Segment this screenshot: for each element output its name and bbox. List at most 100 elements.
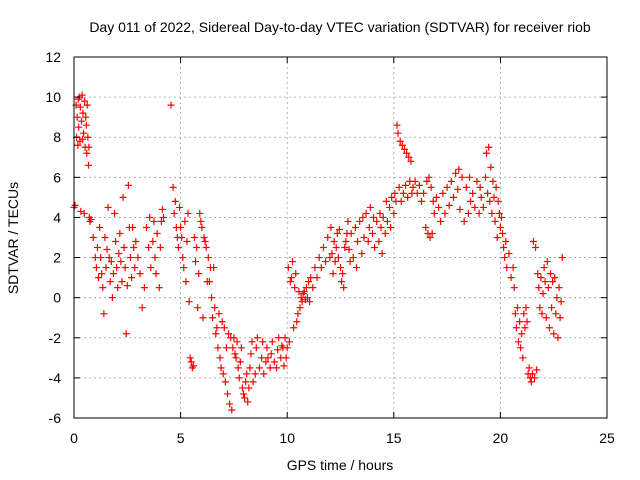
data-point xyxy=(558,254,566,262)
data-point xyxy=(520,310,528,318)
data-point xyxy=(331,258,339,266)
data-point xyxy=(397,197,405,205)
data-point xyxy=(79,109,87,117)
data-point xyxy=(330,238,338,246)
data-point xyxy=(242,378,250,386)
data-point xyxy=(176,203,184,211)
data-point xyxy=(219,370,227,378)
data-point xyxy=(287,274,295,282)
data-point xyxy=(78,91,86,99)
data-point xyxy=(248,338,256,346)
data-point xyxy=(134,254,142,262)
data-point xyxy=(230,334,238,342)
data-point xyxy=(167,101,175,109)
data-point xyxy=(156,244,164,252)
data-point xyxy=(525,364,533,372)
data-point xyxy=(131,264,139,272)
data-point xyxy=(171,197,179,205)
data-point xyxy=(275,334,283,342)
data-point xyxy=(502,238,510,246)
data-point xyxy=(531,374,539,382)
data-point xyxy=(510,284,518,292)
data-point xyxy=(455,165,463,173)
data-point xyxy=(118,278,126,286)
data-point xyxy=(225,330,233,338)
data-point xyxy=(485,143,493,151)
data-point xyxy=(354,238,362,246)
data-point xyxy=(180,264,188,272)
data-point xyxy=(140,284,148,292)
data-point xyxy=(107,258,115,266)
data-point xyxy=(340,284,348,292)
data-point xyxy=(145,244,153,252)
data-point xyxy=(196,209,204,217)
data-point xyxy=(222,344,230,352)
data-point xyxy=(477,193,485,201)
data-point xyxy=(471,203,479,211)
data-point xyxy=(429,197,437,205)
data-point xyxy=(97,254,105,262)
data-point xyxy=(226,400,234,408)
data-point xyxy=(80,209,88,217)
data-point xyxy=(386,203,394,211)
data-point xyxy=(465,173,473,181)
data-point xyxy=(403,149,411,157)
data-point xyxy=(467,197,475,205)
data-point xyxy=(198,223,206,231)
data-point xyxy=(290,324,298,332)
data-point xyxy=(490,193,498,201)
data-point xyxy=(149,238,157,246)
data-point xyxy=(432,193,440,201)
data-point xyxy=(297,294,305,302)
x-tick-label: 15 xyxy=(386,430,402,446)
data-point xyxy=(404,193,412,201)
data-point xyxy=(359,213,367,221)
data-point xyxy=(545,324,553,332)
data-point xyxy=(351,223,359,231)
data-point xyxy=(535,284,543,292)
data-point xyxy=(521,324,529,332)
data-point xyxy=(460,217,468,225)
data-point xyxy=(98,270,106,278)
data-point xyxy=(201,238,209,246)
data-point xyxy=(534,270,542,278)
data-point xyxy=(378,250,386,258)
data-point xyxy=(549,278,557,286)
data-point xyxy=(499,229,507,237)
data-point xyxy=(204,254,212,262)
data-point xyxy=(93,244,101,252)
data-point xyxy=(142,223,150,231)
data-point xyxy=(387,223,395,231)
y-tick-label: 8 xyxy=(53,129,61,145)
data-point xyxy=(285,338,293,346)
data-point xyxy=(102,264,110,272)
y-tick-label: 6 xyxy=(53,169,61,185)
data-point xyxy=(122,330,130,338)
data-point xyxy=(234,364,242,372)
data-point xyxy=(328,250,336,258)
data-point xyxy=(473,177,481,185)
data-point xyxy=(402,181,410,189)
x-tick-label: 25 xyxy=(599,430,615,446)
data-point xyxy=(221,378,229,386)
data-point xyxy=(516,318,524,326)
data-point xyxy=(529,238,537,246)
data-point xyxy=(187,358,195,366)
data-point xyxy=(313,274,321,282)
data-point xyxy=(138,304,146,312)
data-point xyxy=(333,229,341,237)
data-point xyxy=(82,113,90,121)
tick-labels: 0 5 10 15 20 25 -6 -4 -2 0 2 4 6 8 10 12 xyxy=(45,49,615,446)
data-point xyxy=(75,123,83,131)
data-point xyxy=(394,129,402,137)
data-point xyxy=(103,246,111,254)
data-point xyxy=(114,284,122,292)
data-point xyxy=(522,304,530,312)
data-point xyxy=(252,344,260,352)
data-point xyxy=(437,217,445,225)
y-tick-label: -4 xyxy=(49,370,62,386)
data-point xyxy=(484,189,492,197)
data-point xyxy=(280,362,288,370)
data-point xyxy=(400,145,408,153)
data-point xyxy=(553,294,561,302)
